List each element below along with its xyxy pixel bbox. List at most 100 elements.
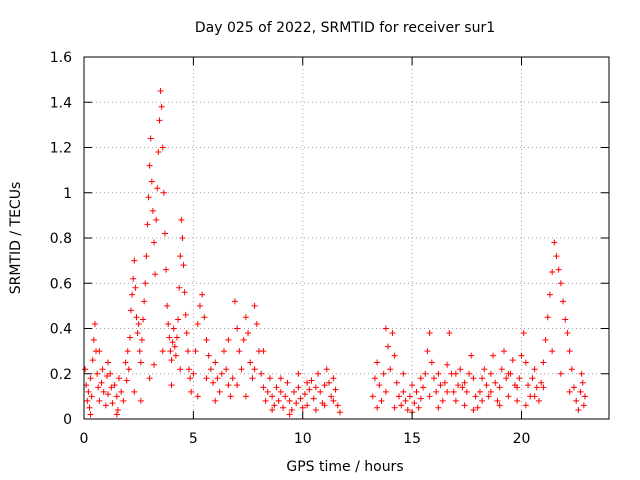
data-point [145,194,152,201]
data-point [426,393,433,400]
data-point [461,402,468,409]
data-point [564,330,571,337]
data-point [194,320,201,327]
data-point [549,348,556,355]
data-point [236,348,243,355]
data-point [120,397,127,404]
data-point [396,393,402,400]
data-point [546,291,553,298]
data-point [203,336,210,343]
data-point [466,370,472,377]
data-point [520,330,527,337]
x-tick-label: 0 [80,431,89,447]
data-point [148,178,155,185]
data-point [568,366,575,373]
data-point [99,366,106,373]
data-point [470,375,477,382]
data-point [247,359,254,366]
data-point [514,397,521,404]
data-point [470,406,477,413]
data-point [435,370,442,377]
data-point [575,406,582,413]
data-point [317,388,324,395]
data-point [560,298,567,305]
y-tick-label: 0.8 [50,231,72,247]
data-point [249,375,256,382]
data-point [494,397,501,404]
data-point [400,388,407,395]
data-point [86,404,93,411]
data-point [402,397,409,404]
data-point [330,397,337,404]
data-point [411,400,418,407]
data-point [160,189,167,196]
data-point [531,393,538,400]
data-point [323,366,330,373]
data-point [404,406,411,413]
data-point [177,253,184,260]
y-tick-label: 1.6 [50,50,72,66]
data-point [295,384,302,391]
data-point [183,330,190,337]
data-point [212,397,219,404]
data-point [269,406,276,413]
data-point [146,375,153,382]
data-point [422,370,429,377]
chart-title: Day 025 of 2022, SRMTID for receiver sur… [195,20,495,36]
data-point [196,302,203,309]
data-point [131,257,138,264]
data-point [201,314,208,321]
data-point [277,375,284,382]
data-point [159,144,166,151]
data-point [544,314,551,321]
data-point [87,411,94,418]
data-point [114,406,121,413]
data-point [109,400,116,407]
data-point [151,239,157,246]
data-point [275,397,282,404]
data-point [118,388,125,395]
data-point [321,402,328,409]
data-point [167,348,174,355]
data-point [85,388,92,395]
data-point [87,375,94,382]
data-point [417,375,424,382]
data-point [203,375,210,382]
data-point [288,406,295,413]
data-point [393,379,400,386]
data-point [557,370,564,377]
data-point [439,397,446,404]
data-point [501,348,507,355]
data-point [177,366,184,373]
data-point [551,239,558,246]
data-point [273,384,280,391]
data-point [181,289,188,296]
data-point [207,366,214,373]
data-point [126,334,133,341]
x-axis-title: GPS time / hours [286,459,403,475]
data-point [234,382,241,389]
data-point [479,375,486,382]
data-point [441,379,448,386]
data-point [457,366,464,373]
data-point [242,393,249,400]
data-point [332,386,339,393]
data-point [137,397,144,404]
data-point [376,382,383,389]
data-point [210,379,217,386]
data-point [304,379,311,386]
data-point [459,384,466,391]
data-point [229,375,236,382]
data-point [260,384,267,391]
data-point [135,320,142,327]
data-point [428,359,435,366]
x-tick-label: 15 [403,431,421,447]
data-point [463,388,470,395]
data-point [374,404,381,411]
data-point [251,366,258,373]
data-point [286,397,293,404]
data-point [304,402,311,409]
data-point [374,359,381,366]
data-point [525,382,532,389]
data-point [122,359,129,366]
